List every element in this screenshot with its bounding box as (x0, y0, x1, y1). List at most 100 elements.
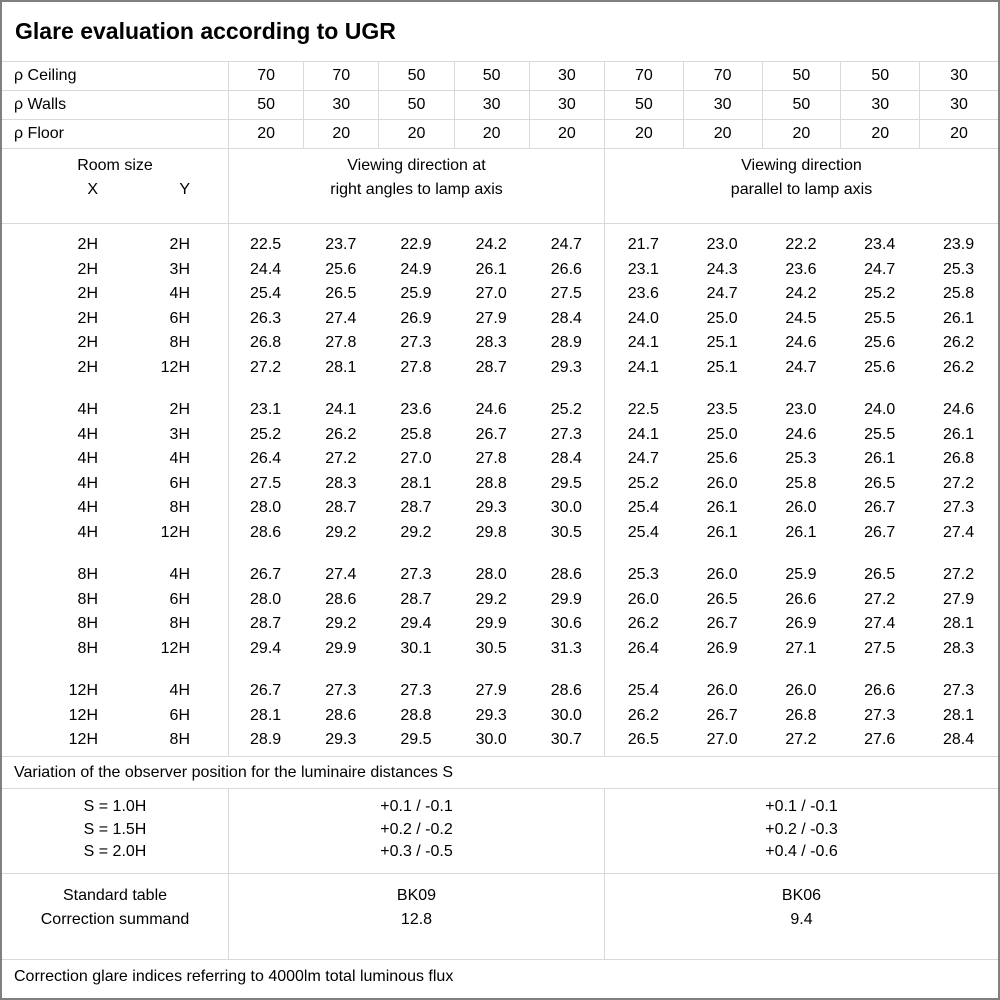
ugr-value-cell: 28.0 (250, 499, 282, 516)
ugr-value-cell: 25.1 (706, 334, 738, 351)
reflectance-value-cell: 30 (682, 91, 762, 119)
ugr-row: 2H 4H 25.4 26.5 25.9 27.0 27.5 23.6 24.7 24.2 25.2… (2, 282, 998, 307)
ugr-value-cell: 28.9 (250, 731, 282, 748)
ugr-value-cell: 27.3 (864, 706, 896, 724)
ugr-value-cell: 26.8 (785, 706, 817, 724)
reflectance-value-cell: 20 (453, 120, 529, 148)
row-spacer (190, 258, 228, 283)
ugr-value-cell: 29.3 (325, 731, 357, 748)
summary-right-value: 9.4 (790, 911, 813, 928)
summary-labels-cell: Standard table Correction summand (2, 874, 228, 959)
table-header-row: Room size X Y Viewing direction at right… (2, 149, 998, 224)
ugr-value-cell: 25.2 (550, 401, 582, 418)
ugr-value-cell: 25.2 (864, 285, 896, 302)
ugr-value-cell: 26.1 (706, 523, 738, 541)
ugr-value-cell: 26.7 (706, 615, 738, 632)
reflectance-value-cell: 70 (228, 62, 303, 90)
ugr-value-cell: 26.0 (785, 499, 817, 516)
ugr-value-cell: 26.3 (250, 309, 282, 327)
reflectance-value-cell: 70 (603, 62, 683, 90)
reflectance-value-cell: 30 (919, 62, 998, 90)
ugr-value-cell: 25.2 (250, 425, 282, 443)
ugr-value-cell: 27.2 (942, 474, 975, 492)
ugr-blocks-container: 2H 2H 22.5 23.7 22.9 24.2 24.7 21.7 23.0 22.2 23.4… (2, 233, 998, 753)
ugr-value-cell: 25.8 (785, 474, 817, 492)
ugr-value-cell: 28.3 (475, 334, 507, 351)
ugr-value-cell: 23.6 (400, 401, 432, 418)
ugr-value-cell: 26.5 (864, 474, 896, 492)
row-spacer (190, 282, 228, 307)
room-y-cell: 6H (169, 474, 190, 492)
ugr-value-cell: 25.2 (627, 474, 659, 492)
ugr-value-cell: 26.7 (475, 425, 507, 443)
ugr-value-cell: 28.0 (475, 566, 507, 583)
ugr-value-cell: 30.6 (550, 615, 582, 632)
summary-right-value: BK06 (781, 887, 822, 904)
spacing-labels-cell: S = 1.0H S = 1.5H S = 2.0H (2, 789, 228, 873)
reflectance-value-cell: 20 (761, 120, 841, 148)
room-y-cell: 8H (169, 731, 190, 748)
room-x-cell: 8H (77, 566, 98, 583)
ugr-value-cell: 26.6 (785, 590, 817, 608)
room-y-cell: 8H (169, 615, 190, 632)
ugr-value-cell: 28.1 (250, 706, 282, 724)
ugr-value-cell: 26.1 (864, 450, 896, 467)
ugr-value-cell: 26.2 (942, 334, 975, 351)
room-y-cell: 12H (160, 358, 190, 376)
ugr-value-cell: 24.6 (785, 334, 817, 351)
ugr-value-cell: 27.3 (942, 682, 975, 699)
ugr-value-cell: 28.3 (325, 474, 357, 492)
ugr-value-cell: 28.4 (550, 450, 582, 467)
ugr-row: 8H 8H 28.7 29.2 29.4 29.9 30.6 26.2 26.7 26.9 27.4… (2, 612, 998, 637)
row-spacer (190, 447, 228, 472)
ugr-value-cell: 26.0 (706, 682, 738, 699)
ugr-value-cell: 23.6 (627, 285, 659, 302)
reflectance-table: ρ Ceiling 70 70 50 50 30 70 70 50 50 30 ρ Walls 50 30… (2, 62, 998, 149)
ugr-value-cell: 24.1 (627, 334, 659, 351)
ugr-value-cell: 30.0 (475, 731, 507, 748)
ugr-value-cell: 25.3 (785, 450, 817, 467)
ugr-value-cell: 28.8 (475, 474, 507, 492)
reflectance-value-cell: 50 (840, 62, 919, 90)
ugr-value-cell: 25.3 (627, 566, 659, 583)
ugr-value-cell: 24.7 (864, 260, 896, 278)
ugr-value-cell: 27.6 (864, 731, 896, 748)
ugr-value-cell: 26.1 (785, 523, 817, 541)
reflectance-value-cell: 30 (303, 91, 378, 119)
ugr-value-cell: 26.7 (864, 523, 896, 541)
ugr-value-cell: 28.9 (550, 334, 582, 351)
room-y-cell: 6H (169, 309, 190, 327)
spacing-label: S = 1.5H (83, 820, 147, 838)
reflectance-value-cell: 30 (453, 91, 529, 119)
ugr-value-cell: 29.2 (325, 615, 357, 632)
ugr-row: 2H 2H 22.5 23.7 22.9 24.2 24.7 21.7 23.0 22.2 23.4… (2, 233, 998, 258)
ugr-value-cell: 23.4 (864, 236, 896, 253)
reflectance-row: ρ Floor 20 20 20 20 20 20 20 20 20 20 (2, 120, 998, 149)
ugr-value-cell: 25.6 (325, 260, 357, 278)
summary-right-values-cell: BK06 9.4 (604, 874, 998, 959)
ugr-value-cell: 26.1 (942, 309, 975, 327)
ugr-value-cell: 26.4 (250, 450, 282, 467)
ugr-row: 2H 8H 26.8 27.8 27.3 28.3 28.9 24.1 25.1 24.6 25.6… (2, 331, 998, 356)
ugr-value-cell: 28.6 (325, 590, 357, 608)
ugr-value-cell: 27.2 (942, 566, 975, 583)
ugr-value-cell: 24.0 (864, 401, 896, 418)
ugr-value-cell: 26.2 (325, 425, 357, 443)
spacing-left-value: +0.1 / -0.1 (380, 798, 453, 815)
ugr-value-cell: 29.3 (475, 499, 507, 516)
row-spacer (190, 588, 228, 613)
ugr-value-cell: 21.7 (627, 236, 659, 253)
ugr-value-cell: 25.9 (785, 566, 817, 583)
ugr-value-cell: 28.4 (550, 309, 582, 327)
ugr-value-cell: 30.7 (550, 731, 582, 748)
row-spacer (190, 612, 228, 637)
ugr-value-cell: 26.7 (250, 566, 282, 583)
room-x-cell: 2H (77, 309, 98, 327)
ugr-value-cell: 22.5 (627, 401, 659, 418)
ugr-block: 8H 4H 26.7 27.4 27.3 28.0 28.6 25.3 26.0 25.9 26.5… (2, 563, 998, 661)
room-y-cell: 2H (169, 236, 190, 253)
ugr-value-cell: 29.9 (550, 590, 582, 608)
ugr-value-cell: 24.7 (550, 236, 582, 253)
room-y-cell: 6H (169, 706, 190, 724)
